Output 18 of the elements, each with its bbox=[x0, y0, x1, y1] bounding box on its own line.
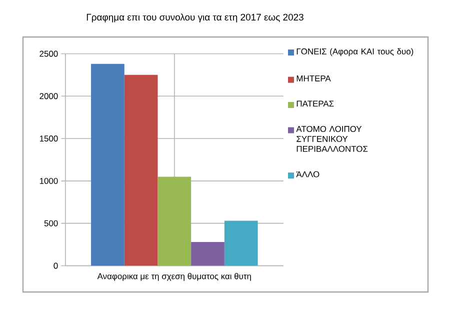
y-tick-label: 0 bbox=[54, 262, 58, 269]
y-tick-label: 2500 bbox=[40, 50, 58, 57]
legend-label: ΑΤΟΜΟ ΛΟΙΠΟΥ ΣΥΓΓΕΝΙΚΟΥ ΠΕΡΙΒΑΛΛΟΝΤΟΣ bbox=[296, 126, 368, 152]
chart-title: Γραφημα επι του συνολου για τα ετη 2017 εως 2023 bbox=[86, 14, 304, 22]
legend-label: ΆΛΛΟ bbox=[296, 171, 320, 178]
y-tick-label: 500 bbox=[44, 220, 58, 226]
y-tick-label: 2000 bbox=[40, 93, 58, 100]
bar bbox=[91, 64, 124, 266]
y-tick-label: 1500 bbox=[40, 136, 58, 142]
bar bbox=[158, 176, 192, 266]
legend-label: ΜΗΤΕΡΑ bbox=[296, 75, 331, 82]
y-tick-label: 1000 bbox=[40, 178, 58, 184]
legend-label: ΓΟΝΕΙΣ (Αφορα ΚΑΙ τους δυο) bbox=[296, 48, 414, 56]
bar bbox=[124, 74, 158, 266]
legend-label: ΠΑΤΕΡΑΣ bbox=[296, 100, 334, 107]
bar bbox=[191, 242, 224, 266]
bar bbox=[224, 220, 258, 266]
x-tick-label: Αναφορικα με τη σχεση θυματος και θυτη bbox=[97, 273, 251, 281]
